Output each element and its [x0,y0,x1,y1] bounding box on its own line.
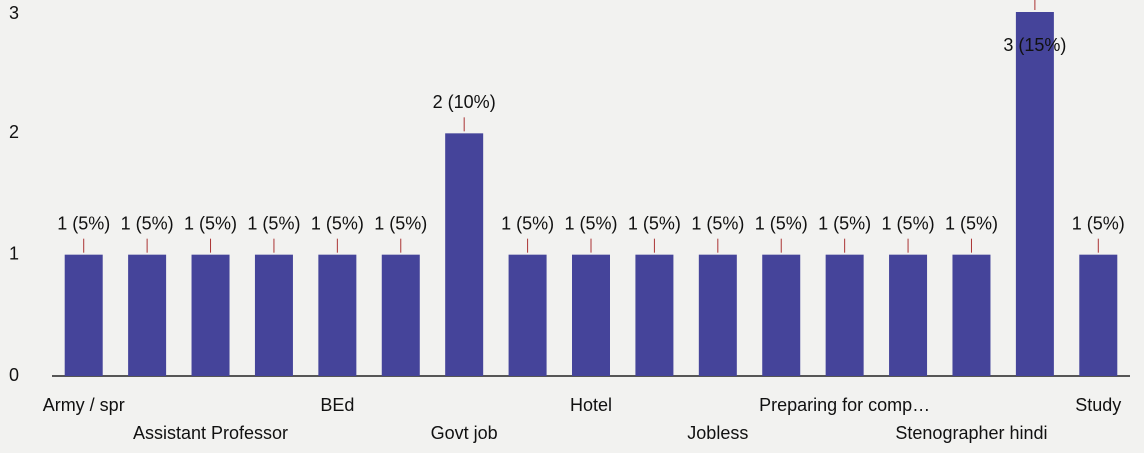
value-label: 1 (5%) [1072,213,1125,233]
value-label: 1 (5%) [57,213,110,233]
bar [445,133,484,376]
bar [572,254,610,376]
bar [64,254,103,376]
bar [952,254,991,376]
value-label: 1 (5%) [374,213,427,233]
value-label: 1 (5%) [121,213,174,233]
x-tick-label: Army / spr [43,395,125,415]
value-label: 1 (5%) [247,213,300,233]
bar [635,254,674,376]
value-label: 1 (5%) [818,213,871,233]
y-tick-label: 1 [9,243,19,263]
x-tick-label: BEd [320,395,354,415]
x-tick-label: Assistant Professor [133,423,288,443]
y-tick-label: 3 [9,3,19,23]
x-tick-label: Hotel [570,395,612,415]
x-tick-label: Study [1075,395,1121,415]
x-tick-label: Govt job [431,423,498,443]
bar [1015,12,1054,376]
x-tick-label: Stenographer hindi [895,423,1047,443]
value-label: 1 (5%) [501,213,554,233]
value-label: 1 (5%) [945,213,998,233]
bar [128,254,167,376]
value-label: 3 (15%) [1003,35,1066,55]
value-label: 1 (5%) [691,213,744,233]
bar [381,254,420,376]
bar [889,254,928,376]
value-label: 1 (5%) [755,213,808,233]
value-label: 1 (5%) [311,213,364,233]
bar [318,254,357,376]
value-label: 1 (5%) [628,213,681,233]
bar [1079,254,1118,376]
y-tick-label: 0 [9,365,19,385]
bar [825,254,864,376]
x-tick-label: Jobless [687,423,748,443]
bar [698,254,737,376]
value-label: 2 (10%) [433,92,496,112]
value-label: 1 (5%) [184,213,237,233]
bar [254,254,293,376]
bar [191,254,230,376]
value-label: 1 (5%) [564,213,617,233]
x-tick-label: Preparing for comp… [759,395,930,415]
value-label: 1 (5%) [882,213,935,233]
bar [508,254,547,376]
y-tick-label: 2 [9,122,19,142]
bar [762,254,801,376]
